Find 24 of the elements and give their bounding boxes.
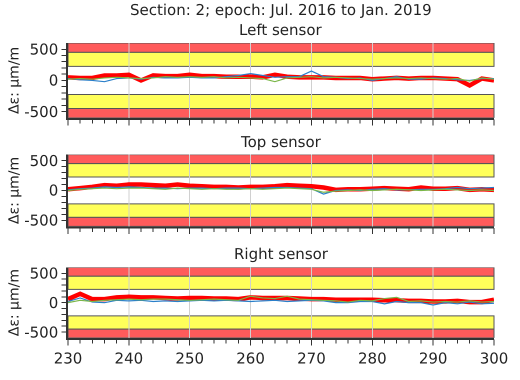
x-tick-label: 270	[297, 350, 326, 368]
y-tick-label: 500	[30, 152, 58, 170]
x-tick-label: 260	[236, 350, 265, 368]
y-axis-title: Δε: µm/m	[6, 46, 22, 114]
x-tick-label: 230	[54, 350, 82, 368]
y-tick-label: -500	[24, 212, 58, 230]
y-tick-label: -500	[24, 323, 58, 342]
chart-subtitle: Left sensor	[239, 21, 323, 39]
x-tick-label: 280	[358, 350, 387, 368]
y-axis-title: Δε: µm/m	[6, 156, 22, 224]
chart-subtitle: Top sensor	[240, 133, 322, 151]
y-axis-title: Δε: µm/m	[6, 269, 22, 336]
y-tick-label: 0	[48, 182, 58, 200]
x-tick-label: 290	[418, 350, 448, 368]
chart-title: Section: 2; epoch: Jul. 2016 to Jan. 2019	[130, 1, 432, 19]
x-tick-label: 250	[175, 350, 204, 368]
y-tick-label: 500	[30, 264, 58, 283]
y-tick-label: 0	[48, 72, 58, 90]
y-tick-label: -500	[24, 102, 58, 121]
y-tick-label: 500	[30, 40, 58, 59]
x-tick-label: 240	[114, 350, 144, 368]
y-tick-label: 0	[48, 294, 58, 312]
chart-subtitle: Right sensor	[234, 245, 329, 263]
x-tick-label: 300	[480, 350, 508, 368]
